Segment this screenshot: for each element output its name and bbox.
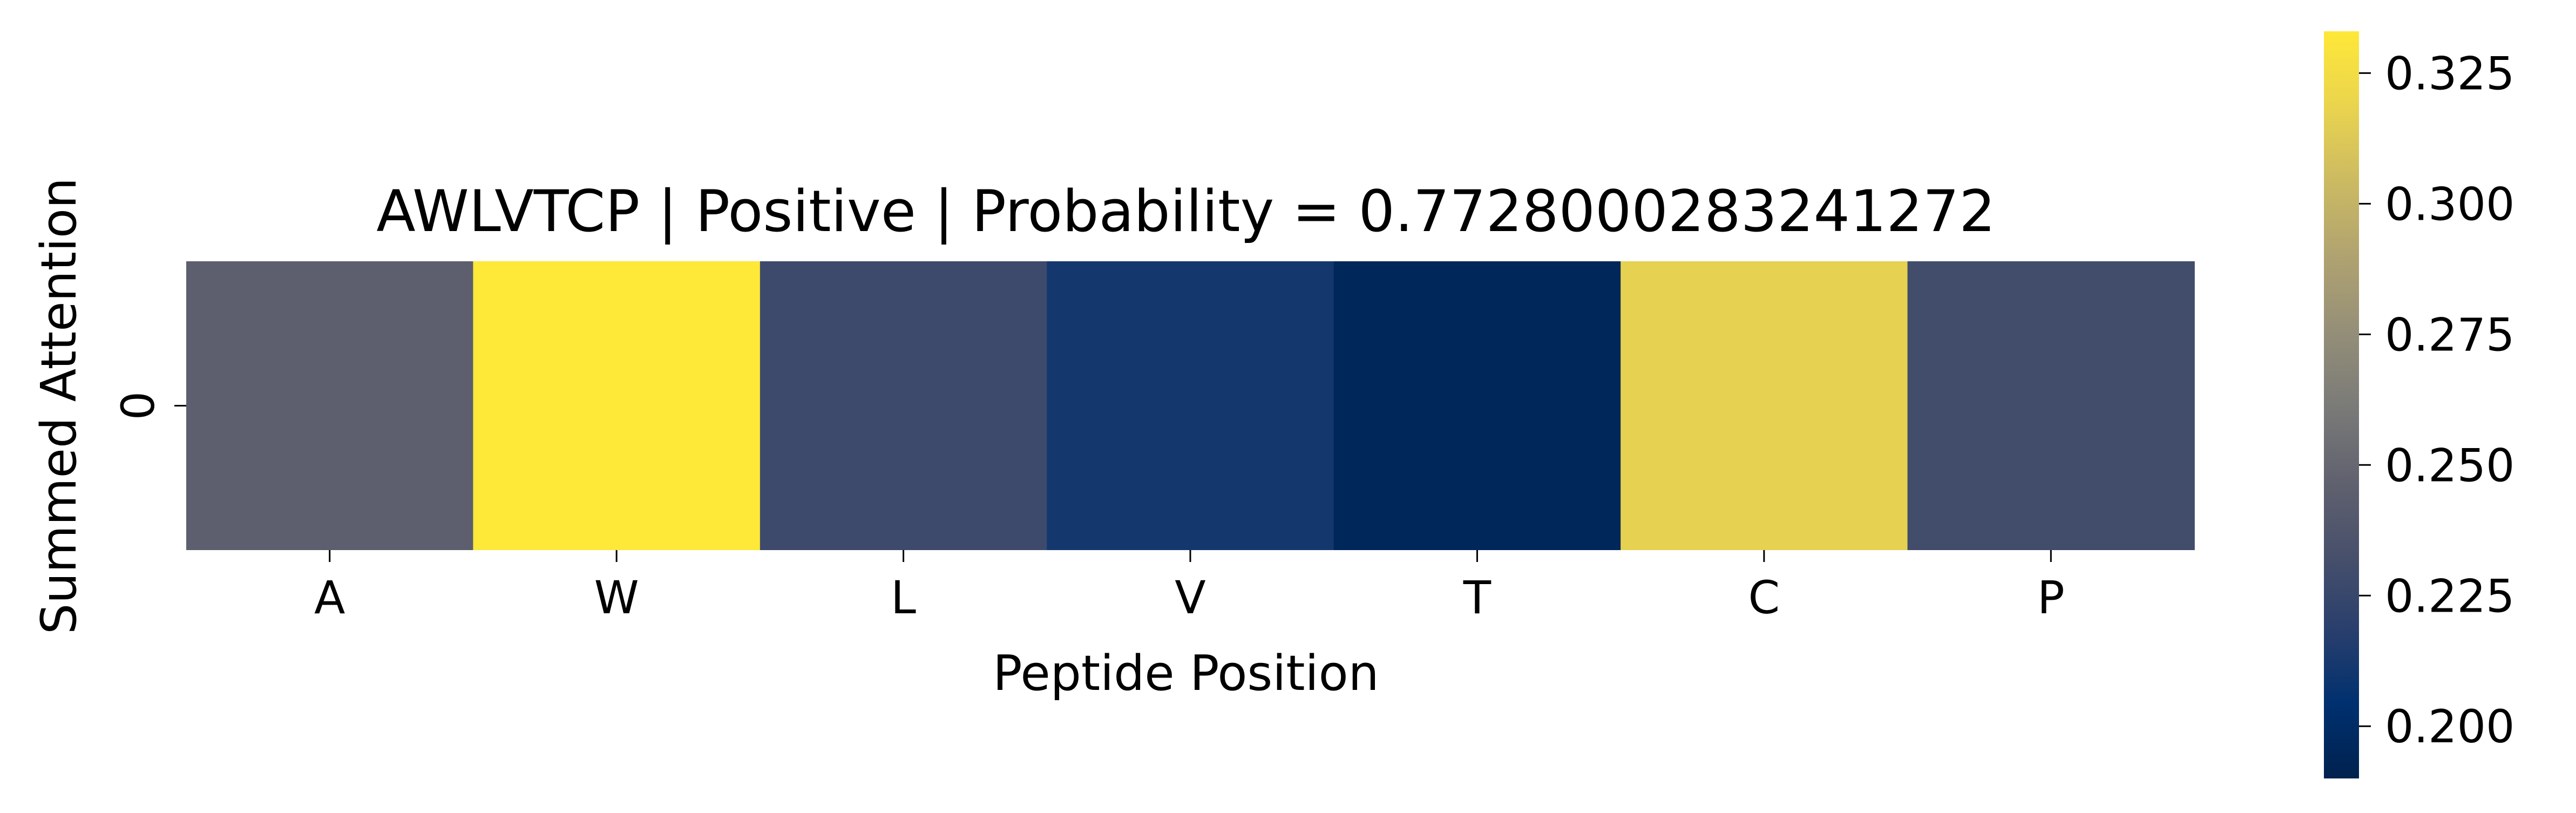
colorbar-tick-label: 0.275 [2385, 308, 2514, 361]
heatmap-cell [1621, 261, 1908, 550]
chart-title: AWLVTCP | Positive | Probability = 0.772… [376, 178, 1995, 245]
y-axis-label: Summed Attention [31, 178, 87, 634]
colorbar-tick-label: 0.250 [2385, 439, 2514, 492]
colorbar-tick-label: 0.200 [2385, 700, 2514, 753]
colorbar-tick-label: 0.300 [2385, 178, 2514, 231]
heatmap-cell [186, 261, 474, 550]
heatmap-cell [1907, 261, 2195, 550]
colorbar-tick-label: 0.225 [2385, 570, 2514, 622]
x-tick-label: T [1463, 571, 1492, 624]
y-axis-ticks: 0 [112, 391, 186, 420]
x-tick-label: A [314, 571, 345, 624]
x-tick-label: P [2037, 571, 2065, 624]
heatmap-cell [760, 261, 1048, 550]
x-tick-label: W [594, 571, 639, 624]
x-axis-label: Peptide Position [993, 645, 1379, 702]
heatmap-cells [186, 261, 2195, 550]
colorbar-tick-label: 0.325 [2385, 47, 2514, 100]
heatmap-cell [1047, 261, 1334, 550]
colorbar [2324, 31, 2359, 778]
heatmap-cell [473, 261, 761, 550]
colorbar-ticks: 0.200 0.225 0.250 0.275 0.300 0.325 [2359, 47, 2514, 753]
y-tick-label: 0 [112, 391, 165, 420]
x-tick-label: L [891, 571, 916, 624]
x-tick-label: C [1748, 571, 1780, 624]
heatmap-cell [1333, 261, 1621, 550]
x-tick-label: V [1175, 571, 1205, 624]
